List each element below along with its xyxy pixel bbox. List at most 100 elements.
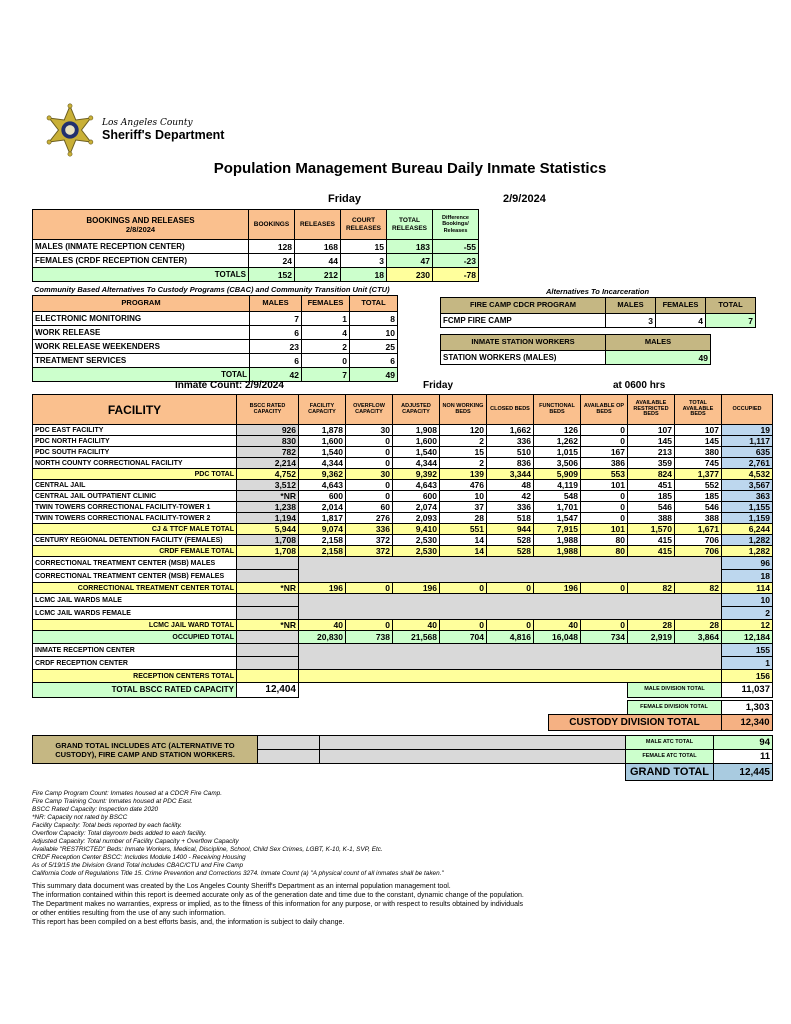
- cell: 2,158: [298, 534, 346, 546]
- cell: 1,117: [721, 435, 773, 447]
- cell: 6: [249, 325, 302, 340]
- table-row: CORRECTIONAL TREATMENT CENTER (MSB) MALE…: [32, 556, 773, 583]
- grand-row-1: GRAND TOTAL INCLUDES ATC (ALTERNATIVE TO…: [32, 735, 773, 764]
- col-bookings: BOOKINGS: [248, 209, 295, 240]
- cell: 1,540: [392, 446, 440, 458]
- cell: 600: [392, 490, 440, 502]
- spacer: [32, 763, 626, 781]
- row-label: ELECTRONIC MONITORING: [32, 311, 250, 326]
- col-functional-beds: FUNCTIONAL BEDS: [533, 394, 581, 425]
- cell: [236, 630, 299, 644]
- cell: 1,662: [486, 424, 534, 436]
- cell: 80: [580, 534, 628, 546]
- cell: 926: [236, 424, 299, 436]
- total-label: CJ & TTCF MALE TOTAL: [32, 523, 237, 535]
- col-bscc-rated-capacity: BSCC RATED CAPACITY: [236, 394, 299, 425]
- disclaimer-line: or other entities resulting from the use…: [32, 910, 226, 917]
- grand-total-label: GRAND TOTAL: [625, 763, 714, 781]
- facility-header-row: FACILITY BSCC RATED CAPACITY FACILITY CA…: [32, 394, 773, 425]
- cell: [257, 735, 320, 750]
- cell: 6: [349, 353, 398, 368]
- cell: 2,214: [236, 457, 299, 469]
- cell: 4,643: [392, 479, 440, 491]
- col-releases: RELEASES: [294, 209, 341, 240]
- cell: [257, 749, 320, 764]
- cell: 372: [345, 545, 393, 557]
- row-label: INMATE RECEPTION CENTER: [32, 643, 237, 657]
- cell: 4: [301, 325, 350, 340]
- female-atc-total-value: 11: [713, 749, 773, 764]
- cell: 0: [439, 619, 487, 631]
- col-program: PROGRAM: [32, 295, 250, 312]
- bookings-row-females: FEMALES (CRDF RECEPTION CENTER) 24 44 3 …: [32, 253, 479, 268]
- cell: 388: [674, 512, 722, 524]
- cbac-title: Community Based Alternatives To Custody …: [34, 285, 390, 294]
- cell: 2,919: [627, 630, 675, 644]
- disclaimer-line: The Department makes no warranties, expr…: [32, 901, 524, 908]
- cell: 40: [533, 619, 581, 631]
- cell: 451: [627, 479, 675, 491]
- count-day: Friday: [423, 380, 454, 391]
- cbac-row: TREATMENT SERVICES 6 0 6: [32, 353, 398, 368]
- custody-division-total-label: CUSTODY DIVISION TOTAL: [547, 714, 722, 731]
- table-row: PDC NORTH FACILITY 830 1,600 0 1,600 2 336 1,26…: [32, 435, 773, 447]
- cell: 7: [249, 311, 302, 326]
- table-row: NORTH COUNTY CORRECTIONAL FACILITY 2,214 4…: [32, 457, 773, 469]
- custody-division-row: CUSTODY DIVISION TOTAL 12,340: [32, 714, 773, 731]
- bookings-totals-row: TOTALS 152 212 18 230 -78: [32, 267, 479, 282]
- cell: 156: [721, 669, 773, 683]
- cell: 23: [249, 339, 302, 354]
- cell: 706: [674, 545, 722, 557]
- cell: 30: [345, 424, 393, 436]
- fire-camp-header-row: FIRE CAMP CDCR PROGRAM MALES FEMALES TOT…: [440, 297, 756, 314]
- cell: 553: [580, 468, 628, 480]
- cell: 4,816: [486, 630, 534, 644]
- cell: 15: [439, 446, 487, 458]
- cell: 40: [392, 619, 440, 631]
- footnote: As of 5/19/15 the Division Grand Total i…: [32, 862, 244, 869]
- cell: 230: [386, 267, 433, 282]
- table-row: LCMC JAIL WARDS FEMALE 2: [32, 606, 773, 620]
- agency-name: Sheriff's Department: [102, 128, 225, 142]
- cell: 4,532: [721, 468, 773, 480]
- cell: 0: [580, 582, 628, 594]
- cell: 9,410: [392, 523, 440, 535]
- cell: 10: [349, 325, 398, 340]
- table-row: PDC SOUTH FACILITY 782 1,540 0 1,540 15 510 1,0…: [32, 446, 773, 458]
- cell: 114: [721, 582, 773, 594]
- cell: 1,282: [721, 545, 773, 557]
- cell: 388: [627, 512, 675, 524]
- cell: 836: [486, 457, 534, 469]
- cell: 2,093: [392, 512, 440, 524]
- cell: 1,988: [533, 545, 581, 557]
- bookings-date: 2/8/2024: [125, 224, 156, 234]
- ati-title: Alternatives To Incarceration: [545, 287, 650, 296]
- cell: 28: [627, 619, 675, 631]
- cell: 1: [301, 311, 350, 326]
- cell: 8: [349, 311, 398, 326]
- cell: 1,908: [392, 424, 440, 436]
- cell: 2,530: [392, 545, 440, 557]
- cell: 782: [236, 446, 299, 458]
- col-males: MALES: [249, 295, 302, 312]
- fire-camp-table: FIRE CAMP CDCR PROGRAM MALES FEMALES TOT…: [440, 297, 756, 328]
- col-total-available-beds: TOTAL AVAILABLE BEDS: [674, 394, 722, 425]
- cell: 0: [345, 619, 393, 631]
- total-row-ctc: CORRECTIONAL TREATMENT CENTER TOTAL *NR 19…: [32, 582, 773, 594]
- cell: 415: [627, 545, 675, 557]
- table-row: INMATE RECEPTION CENTER 155: [32, 643, 773, 670]
- row-label: PDC SOUTH FACILITY: [32, 446, 237, 458]
- col-females: FEMALES: [655, 297, 706, 314]
- cell: 44: [294, 253, 341, 268]
- col-facility-capacity: FACILITY CAPACITY: [298, 394, 346, 425]
- col-court-releases: COURT RELEASES: [340, 209, 387, 240]
- cell: 14: [439, 534, 487, 546]
- cell: 734: [580, 630, 628, 644]
- inmate-count-label: Inmate Count: 2/9/2024: [175, 380, 284, 391]
- cell: 363: [721, 490, 773, 502]
- total-label: RECEPTION CENTERS TOTAL: [32, 669, 237, 683]
- col-non-working-beds: NON WORKING BEDS: [439, 394, 487, 425]
- cell: 1,155: [721, 501, 773, 513]
- cell: 37: [439, 501, 487, 513]
- page-title: Population Management Bureau Daily Inmat…: [213, 160, 607, 177]
